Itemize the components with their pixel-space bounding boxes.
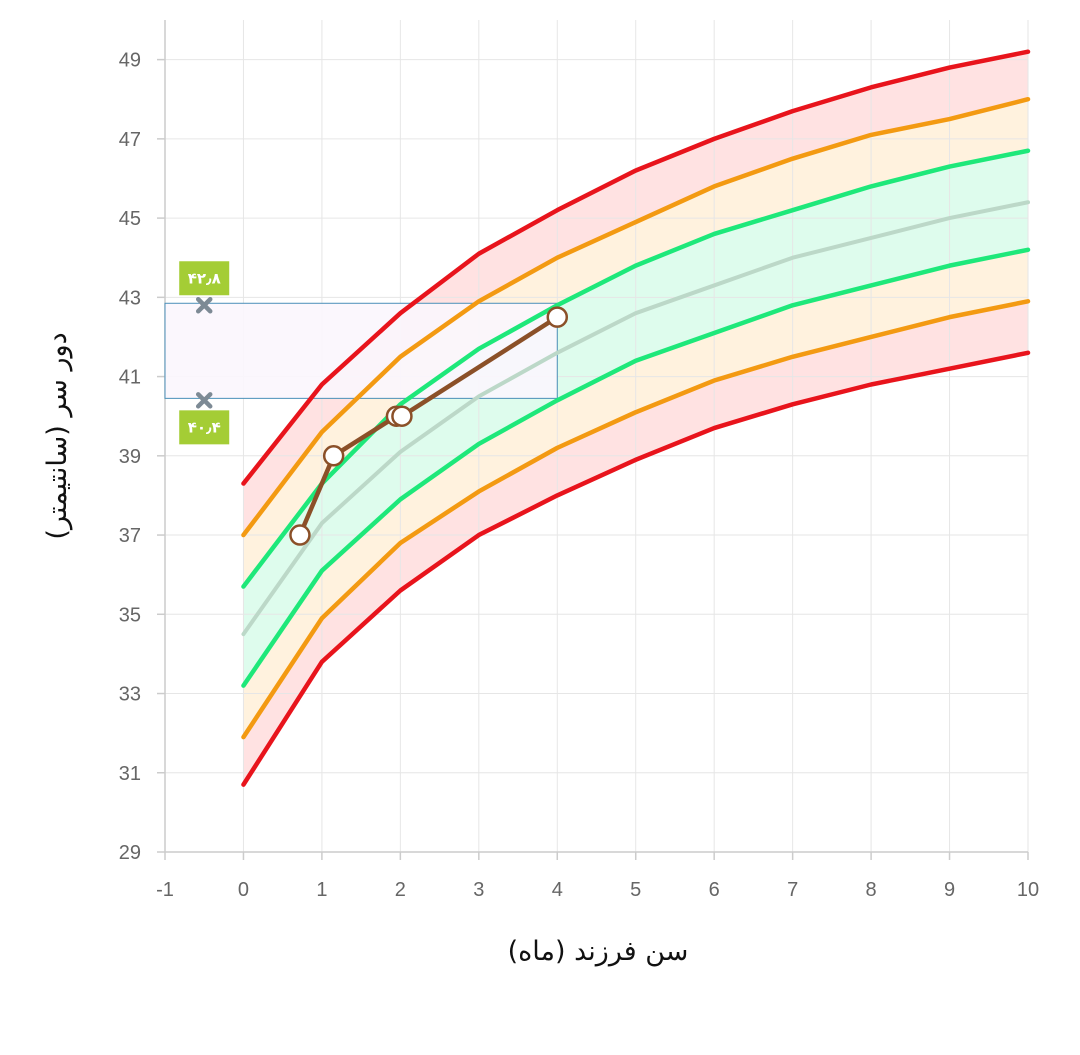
upper-limit-badge: ۴۲٫۸: [179, 261, 230, 296]
curve-upper-2sd: [241, 96, 1031, 538]
x-tick-label: 7: [787, 879, 798, 901]
curve-upper-3sd: [241, 49, 1031, 486]
axes: [157, 20, 1029, 860]
badge-box: [179, 261, 230, 296]
x-tick-label: 1: [316, 879, 327, 901]
x-tick-label: 8: [866, 879, 877, 901]
x-tick-label: 0: [238, 879, 249, 901]
child-measurement-series: [289, 306, 569, 546]
x-tick-label: 4: [552, 879, 563, 901]
y-tick-label: 49: [119, 50, 141, 72]
x-mark-stroke: [195, 297, 213, 314]
y-tick-label: 41: [119, 367, 141, 389]
lower-limit-marker: [195, 392, 213, 409]
curve-lower-3sd: [241, 350, 1031, 787]
x-axis-title: سن فرزند (ماه): [508, 936, 689, 967]
y-tick-label: 39: [119, 446, 141, 468]
y-tick-label: 45: [119, 208, 141, 230]
y-tick-label: 33: [119, 684, 141, 706]
lower-limit-badge: ۴۰٫۴: [179, 410, 230, 445]
x-tick-label: 5: [630, 879, 641, 901]
y-tick-label: 35: [119, 604, 141, 626]
x-tick-label: 3: [473, 879, 484, 901]
child-measurement-point: [546, 306, 569, 328]
badge-box: [179, 410, 230, 445]
curve-lower-1sd: [241, 247, 1031, 688]
x-tick-label: 10: [1017, 879, 1039, 901]
curve-median: [241, 200, 1030, 637]
child-measurement-point: [289, 524, 311, 546]
x-tick-label: -1: [156, 879, 174, 901]
y-axis-title: دور سر (سانتیمتر): [42, 332, 73, 539]
badge-label: ۴۰٫۴: [188, 418, 221, 436]
x-mark-stroke: [195, 392, 213, 409]
y-tick-label: 31: [119, 763, 141, 785]
x-tick-label: 9: [944, 879, 955, 901]
y-tick-label: 29: [119, 842, 141, 864]
grid: [164, 20, 1029, 853]
y-tick-label: 47: [119, 129, 141, 151]
child-measurement-point: [391, 405, 413, 427]
y-tick-label: 43: [119, 287, 141, 309]
curve-lower-2sd: [241, 299, 1031, 740]
upper-limit-marker: [195, 297, 213, 314]
x-tick-label: 6: [709, 879, 720, 901]
x-tick-label: 2: [395, 879, 406, 901]
y-tick-label: 37: [119, 525, 141, 547]
badge-label: ۴۲٫۸: [188, 269, 221, 287]
child-measurement-point: [322, 445, 345, 467]
